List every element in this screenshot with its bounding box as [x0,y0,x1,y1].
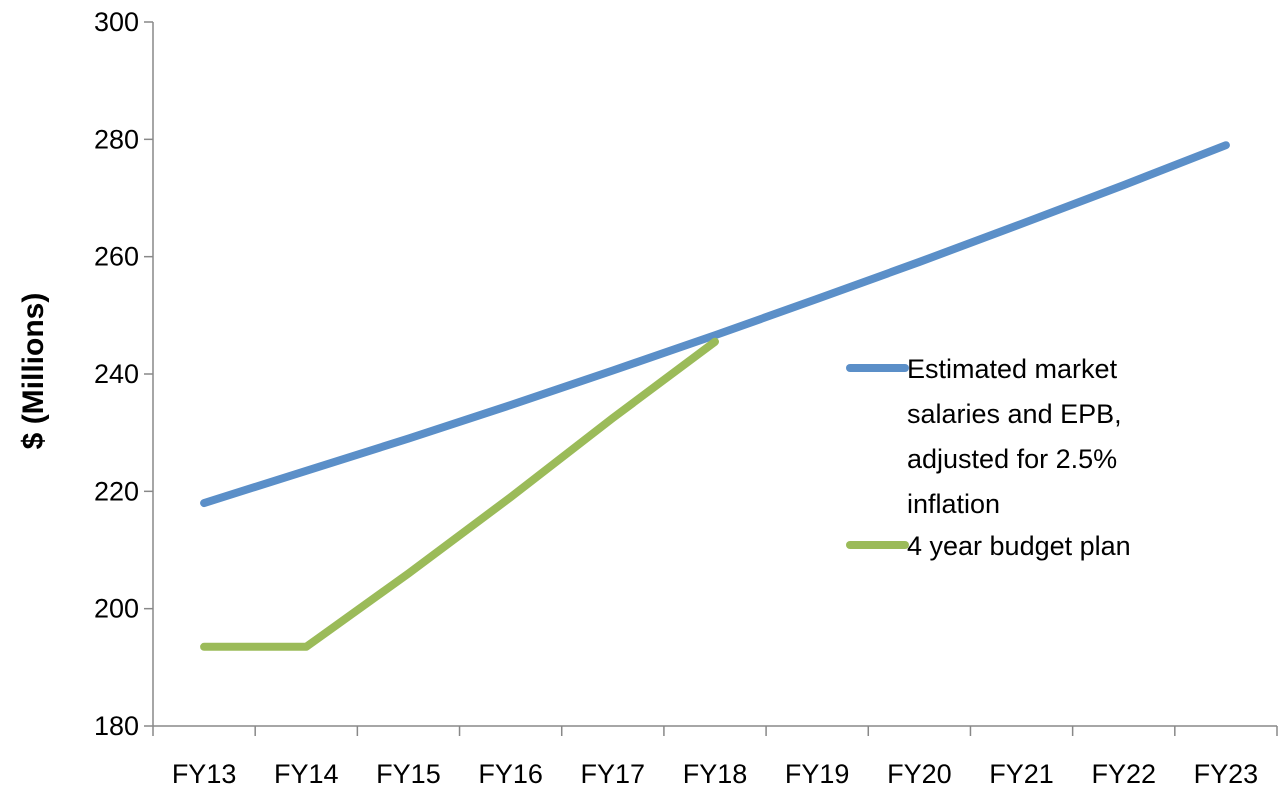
x-tick-label: FY18 [683,759,748,789]
series-layer [200,141,1230,651]
y-tick-label: 260 [94,242,139,272]
axes: 180 200 220 240 260 280 300 FY13 FY14 FY15 FY16 FY1… [94,7,1278,789]
legend-label-1: adjusted for 2.5% [907,444,1117,474]
x-tick-label: FY20 [887,759,952,789]
y-tick-label: 200 [94,594,139,624]
y-axis-title: $ (Millions) [17,293,50,450]
x-tick-label: FY15 [376,759,441,789]
series-line-1 [200,141,1230,508]
y-tick-label: 180 [94,711,139,741]
y-tick-label: 240 [94,359,139,389]
x-tick-label: FY21 [989,759,1054,789]
legend-label-1: salaries and EPB, [907,399,1122,429]
legend-label-2: 4 year budget plan [907,531,1131,561]
series-line-2 [200,337,719,651]
x-tick-label: FY14 [274,759,339,789]
x-tick-label: FY17 [581,759,646,789]
y-tick-label: 280 [94,124,139,154]
x-tick-label: FY13 [172,759,237,789]
x-tick-label: FY16 [478,759,543,789]
x-tick-label: FY23 [1194,759,1259,789]
x-tick-label: FY22 [1091,759,1156,789]
y-tick-label: 300 [94,7,139,37]
legend-label-1: Estimated market [907,354,1118,384]
legend-label-1: inflation [907,489,1000,519]
x-tick-label: FY19 [785,759,850,789]
legend: Estimated market salaries and EPB, adjuste… [846,354,1131,561]
y-tick-label: 220 [94,476,139,506]
